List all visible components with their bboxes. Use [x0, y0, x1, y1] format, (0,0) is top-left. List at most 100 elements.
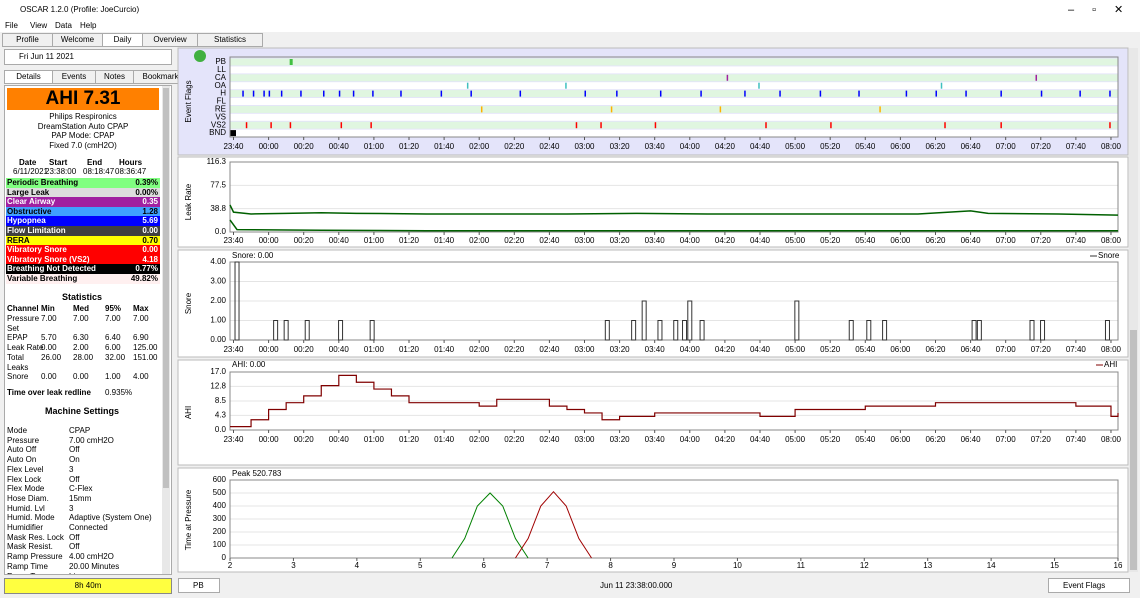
- time-tick-label: 23:40: [223, 142, 244, 151]
- flag-mark: [654, 122, 657, 129]
- setting-cell: Adaptive (System One): [69, 513, 152, 523]
- flag-row: [230, 129, 1118, 137]
- stats-cell: 28.00: [73, 352, 94, 362]
- setting-cell: 7.00 cmH2O: [69, 435, 114, 445]
- cursor-time: Jun 11 23:38:00.000: [600, 581, 673, 590]
- menu-item[interactable]: File: [5, 21, 18, 30]
- flag-row: [230, 105, 1118, 113]
- time-tick-label: 00:40: [329, 236, 350, 245]
- time-tick-label: 08:00: [1101, 142, 1122, 151]
- y-tick-label: 600: [213, 475, 227, 484]
- toggle: Event Flags: [1063, 581, 1106, 590]
- time-tick-label: 06:00: [890, 236, 911, 245]
- time-tick-label: 06:00: [890, 345, 911, 354]
- stats-cell: 7.00: [133, 314, 149, 323]
- tab[interactable]: Welcome: [52, 33, 103, 47]
- x-tick-label: 6: [481, 561, 486, 570]
- event-name: RERA: [7, 235, 30, 245]
- plot-frame: [229, 161, 1119, 233]
- plot-frame: [229, 56, 1119, 138]
- date-nav[interactable]: Fri Jun 11 2021: [4, 49, 172, 65]
- flag-mark: [565, 82, 567, 89]
- time-tick-label: 02:40: [539, 435, 560, 444]
- flag-label: H: [220, 89, 226, 98]
- setting-cell: Auto On: [7, 455, 37, 465]
- event-value: 5.69: [142, 216, 158, 226]
- session-value: 08:18:47: [83, 167, 115, 176]
- x-tick-label: 3: [291, 561, 296, 570]
- channel-select[interactable]: PB: [178, 578, 220, 593]
- event-row: Large Leak 0.00%: [6, 187, 160, 198]
- time-tick-label: 06:20: [925, 435, 946, 444]
- event-row: Hypopnea 5.69: [6, 216, 160, 226]
- setting-cell: CPAP: [69, 426, 91, 435]
- flag-mark: [230, 130, 236, 137]
- time-tick-label: 05:40: [855, 435, 876, 444]
- snore-bar: [273, 320, 279, 341]
- event-value: 0.77%: [135, 264, 158, 274]
- y-tick-label: 0.0: [215, 425, 227, 434]
- time-tick-label: 06:20: [925, 236, 946, 245]
- time-tick-label: 03:00: [574, 435, 595, 444]
- time-tick-label: 00:00: [259, 345, 280, 354]
- time-tick-label: 08:00: [1101, 236, 1122, 245]
- time-tick-label: 05:40: [855, 142, 876, 151]
- snore-bar: [866, 320, 872, 341]
- pane-title: Event Flags: [184, 80, 193, 122]
- stats-cell: 4.00: [133, 372, 149, 382]
- y-tick-label: 400: [213, 501, 227, 510]
- flag-mark: [289, 122, 292, 129]
- flag-mark: [370, 122, 372, 129]
- setting-cell: Flex Mode: [7, 484, 45, 494]
- time-tick-label: 02:20: [504, 345, 525, 354]
- flag-mark: [1000, 122, 1002, 129]
- pane-header: Peak 520.783: [232, 469, 282, 478]
- time-tick-label: 01:40: [434, 435, 455, 444]
- x-tick-label: 13: [923, 561, 932, 570]
- leak-line: [229, 204, 1119, 216]
- snore-bar: [657, 320, 663, 341]
- time-tick-label: 23:40: [223, 435, 244, 444]
- pane-header: Snore: 0.00: [232, 251, 274, 260]
- time-tick-label: 02:00: [469, 236, 490, 245]
- x-tick-label: 7: [545, 561, 550, 570]
- time-tick-label: 05:40: [855, 236, 876, 245]
- y-tick-label: 100: [213, 540, 227, 549]
- flag-row: [230, 74, 1118, 82]
- snore-bar: [976, 320, 982, 341]
- time-tick-label: 02:00: [469, 142, 490, 151]
- time-tick-label: 05:20: [820, 435, 841, 444]
- flag-mark: [519, 90, 522, 97]
- menu-item[interactable]: Data: [55, 21, 72, 30]
- time-tick-label: 07:00: [996, 142, 1017, 151]
- menu-item[interactable]: View: [30, 21, 48, 30]
- flag-row: [230, 66, 1118, 74]
- time-tick-label: 07:20: [1031, 236, 1052, 245]
- menu-bar: File View Data Help: [0, 20, 1140, 32]
- flag-row: [230, 90, 1118, 98]
- menu-item[interactable]: Help: [80, 21, 97, 30]
- flag-row: [230, 113, 1118, 121]
- flag-mark: [440, 90, 443, 97]
- event-name: Hypopnea: [7, 216, 46, 226]
- time-tick-label: 05:20: [820, 142, 841, 151]
- tab[interactable]: Statistics: [197, 33, 263, 47]
- flag-mark: [584, 90, 586, 97]
- flag-label: VS: [215, 112, 226, 121]
- time-tick-label: 03:40: [645, 236, 666, 245]
- y-tick-label: 4.00: [210, 257, 226, 266]
- setting-cell: Humidifier: [7, 523, 44, 532]
- time-tick-label: 02:20: [504, 236, 525, 245]
- event-row: Breathing Not Detected 0.77%: [6, 264, 160, 274]
- event-row: Periodic Breathing 0.39%: [6, 178, 160, 188]
- flag-mark: [470, 90, 472, 97]
- snore-bar: [699, 320, 705, 341]
- setting-cell: Humid. Lvl: [7, 503, 45, 513]
- flag-mark: [340, 122, 343, 129]
- time-tick-label: 04:00: [680, 236, 701, 245]
- window-controls[interactable]: –▫✕: [1068, 4, 1140, 16]
- event-name: Clear Airway: [7, 197, 56, 207]
- tab[interactable]: Daily: [102, 33, 143, 47]
- time-tick-label: 01:40: [434, 345, 455, 354]
- flags-toggle[interactable]: Event Flags: [1048, 578, 1130, 593]
